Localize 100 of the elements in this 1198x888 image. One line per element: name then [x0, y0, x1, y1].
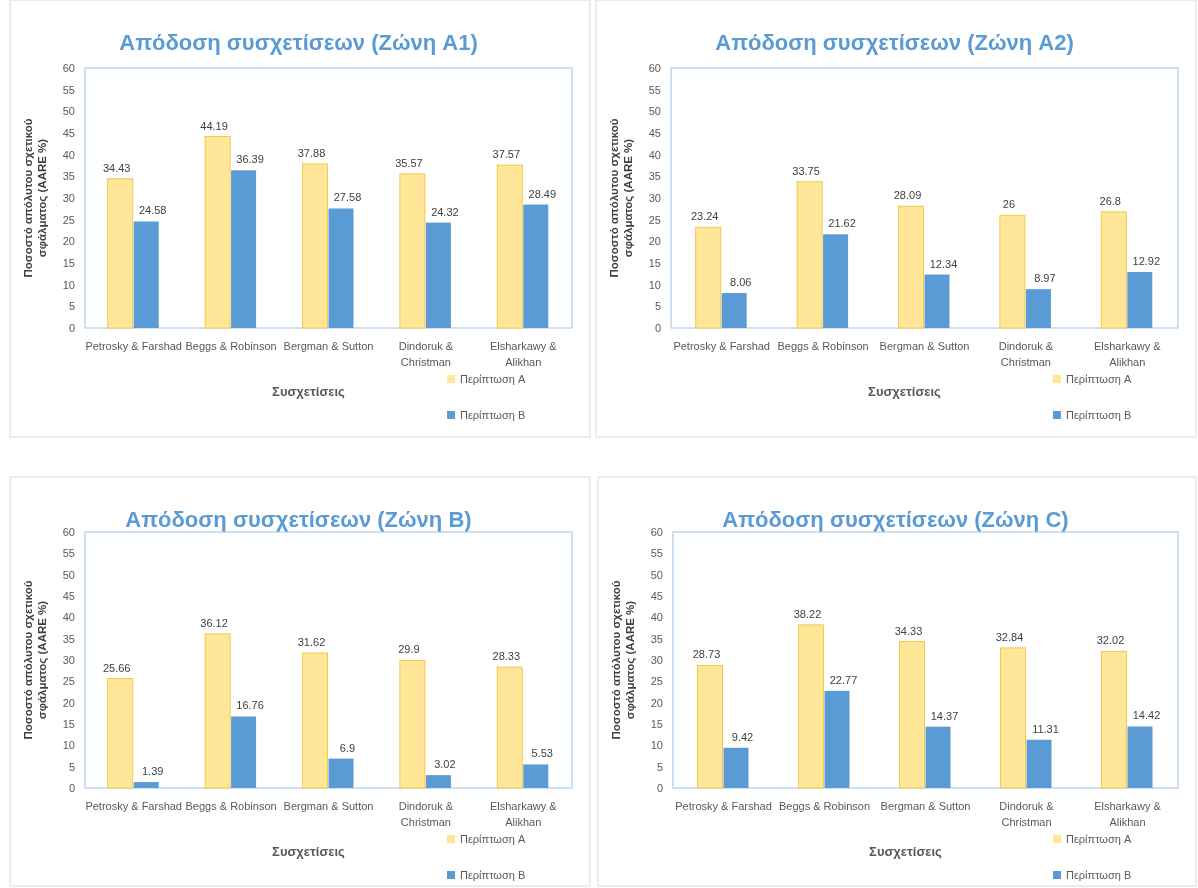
- bar: [898, 205, 924, 329]
- data-label: 3.02: [434, 758, 456, 771]
- y-tick-label: 10: [648, 278, 661, 291]
- data-label: 8.06: [729, 276, 752, 289]
- bar: [824, 690, 850, 788]
- x-tick-label: Petrosky & Farshad: [85, 340, 182, 352]
- x-tick-label: Bergman & Sutton: [283, 340, 374, 352]
- x-tick-label: Beggs & Robinson: [185, 800, 277, 812]
- bar: [1000, 647, 1026, 789]
- data-label: 14.37: [930, 709, 959, 722]
- x-tick-label: Petrosky & Farshad: [85, 800, 182, 812]
- data-label: 22.77: [829, 673, 858, 686]
- legend-label: Περίπτωση A: [1066, 373, 1132, 385]
- data-label: 44.19: [200, 119, 228, 132]
- data-label: 24.58: [138, 204, 167, 217]
- bar: [523, 764, 549, 788]
- y-tick-label: 45: [650, 590, 663, 602]
- data-label: 35.57: [395, 156, 423, 169]
- bar: [399, 659, 426, 789]
- data-label: 1.39: [141, 765, 164, 778]
- y-tick-label: 5: [656, 760, 663, 773]
- x-tick-label: Dindoruk & Christman: [999, 800, 1055, 828]
- bar: [723, 747, 749, 788]
- data-label: 37.57: [492, 148, 521, 161]
- bar: [924, 274, 950, 328]
- x-tick-label: Bergman & Sutton: [879, 340, 970, 352]
- y-tick-label: 60: [62, 62, 75, 74]
- bar: [796, 181, 823, 329]
- bar: [1127, 272, 1153, 328]
- y-tick-label: 10: [650, 739, 663, 752]
- data-label: 26.8: [1099, 194, 1122, 207]
- bar: [496, 666, 523, 789]
- x-tick-label: Elsharkawy & Alikhan: [489, 800, 558, 828]
- bar: [133, 782, 159, 788]
- x-tick-label: Elsharkawy & Alikhan: [1094, 800, 1162, 828]
- data-label: 8.97: [1034, 272, 1056, 285]
- y-tick-label: 0: [68, 782, 75, 794]
- data-label: 32.02: [1096, 634, 1125, 647]
- bar: [107, 678, 134, 789]
- data-label: 28.49: [528, 187, 557, 200]
- y-tick-label: 60: [62, 526, 75, 538]
- y-tick-label: 5: [68, 300, 75, 313]
- data-label: 6.9: [339, 741, 356, 754]
- bar: [899, 641, 925, 789]
- y-tick-label: 0: [656, 782, 663, 794]
- x-tick-label: Dindoruk & Christman: [398, 800, 454, 828]
- legend-label: Περίπτωση B: [1066, 409, 1132, 421]
- x-axis-title: Συσχετίσεις: [272, 384, 346, 399]
- y-tick-label: 25: [650, 675, 663, 688]
- x-tick-label: Beggs & Robinson: [185, 340, 277, 352]
- bar: [107, 178, 134, 329]
- y-axis-title: Ποσοστό απόλυτου σχετικού σφάλματος (AARE %): [608, 118, 635, 278]
- bar: [925, 726, 951, 788]
- data-label: 16.76: [236, 699, 264, 712]
- y-tick-label: 15: [62, 257, 75, 269]
- y-tick-label: 45: [648, 127, 661, 139]
- y-tick-label: 40: [648, 148, 661, 161]
- bar: [697, 664, 723, 789]
- y-tick-label: 20: [62, 696, 75, 709]
- chart-title: Απόδοση συσχετίσεων (Ζώνη A2): [715, 30, 1074, 55]
- y-tick-label: 0: [68, 322, 75, 334]
- x-tick-label: Elsharkawy & Alikhan: [489, 340, 558, 368]
- bar: [523, 204, 549, 328]
- y-tick-label: 5: [68, 760, 75, 773]
- chart-title: Απόδοση συσχετίσεων (Ζώνη A1): [119, 30, 478, 55]
- x-tick-label: Beggs & Robinson: [778, 800, 871, 812]
- y-tick-label: 30: [650, 654, 663, 666]
- bar: [133, 221, 159, 328]
- bar: [1101, 650, 1127, 789]
- x-tick-label: Petrosky & Farshad: [675, 800, 772, 812]
- legend-label: Περίπτωση B: [460, 409, 526, 421]
- chart-title: Απόδοση συσχετίσεων (Ζώνη B): [125, 507, 472, 532]
- data-label: 28.33: [492, 650, 521, 663]
- bar: [399, 173, 426, 329]
- bar: [204, 633, 231, 789]
- data-label: 38.22: [793, 607, 822, 620]
- bar: [798, 624, 824, 789]
- bar: [695, 226, 722, 329]
- x-tick-label: Bergman & Sutton: [880, 800, 971, 812]
- data-label: 12.92: [1132, 255, 1161, 268]
- y-tick-label: 20: [650, 696, 663, 709]
- y-tick-label: 50: [62, 568, 75, 581]
- data-label: 32.84: [995, 630, 1024, 643]
- y-tick-label: 35: [62, 632, 75, 645]
- y-tick-label: 10: [62, 739, 75, 752]
- x-tick-label: Beggs & Robinson: [777, 340, 869, 352]
- y-tick-label: 40: [650, 611, 663, 624]
- data-label: 12.34: [929, 257, 958, 270]
- y-tick-label: 5: [654, 300, 661, 313]
- bar: [302, 163, 328, 329]
- data-label: 29.9: [398, 643, 420, 656]
- data-label: 21.62: [828, 217, 856, 230]
- data-label: 14.42: [1132, 709, 1161, 722]
- y-tick-label: 25: [62, 213, 75, 226]
- y-tick-label: 40: [62, 611, 75, 624]
- y-tick-label: 55: [62, 83, 75, 96]
- bar: [1026, 739, 1052, 788]
- bar: [425, 775, 451, 788]
- bar: [999, 214, 1026, 329]
- x-tick-label: Petrosky & Farshad: [673, 340, 770, 352]
